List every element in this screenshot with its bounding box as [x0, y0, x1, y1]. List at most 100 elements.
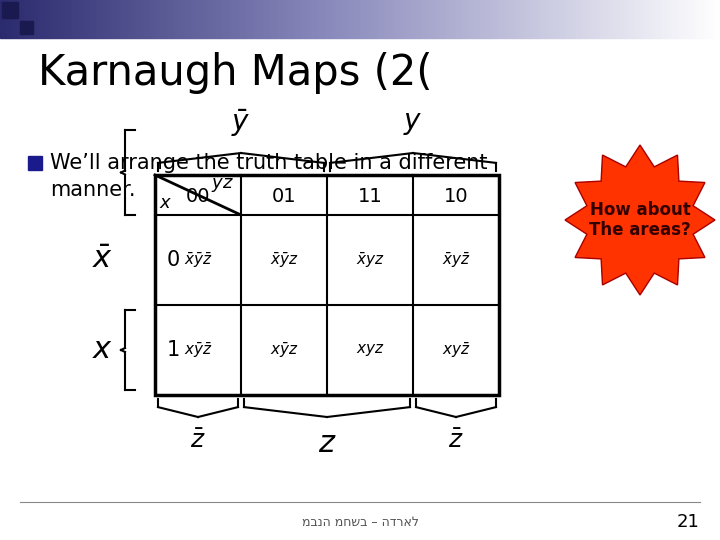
Text: 11: 11: [358, 187, 382, 206]
Bar: [487, 0, 490, 38]
Bar: [511, 0, 513, 38]
Polygon shape: [591, 171, 689, 269]
Bar: [456, 0, 459, 38]
Bar: [528, 0, 531, 38]
Bar: [369, 0, 372, 38]
Bar: [667, 0, 670, 38]
Bar: [677, 0, 679, 38]
Bar: [629, 0, 631, 38]
Bar: [293, 0, 295, 38]
Text: $\bar{x}\bar{y}z$: $\bar{x}\bar{y}z$: [269, 251, 298, 269]
Bar: [559, 0, 562, 38]
Bar: [180, 0, 182, 38]
Bar: [77, 0, 79, 38]
Bar: [449, 0, 451, 38]
Bar: [547, 0, 549, 38]
Bar: [418, 0, 420, 38]
Bar: [552, 0, 554, 38]
Text: 00: 00: [186, 187, 210, 206]
Text: $\bar{z}$: $\bar{z}$: [448, 429, 464, 453]
Text: $z$: $z$: [318, 429, 336, 458]
Bar: [288, 0, 290, 38]
Bar: [631, 0, 634, 38]
Bar: [468, 0, 470, 38]
Bar: [63, 0, 65, 38]
Bar: [706, 0, 708, 38]
Bar: [590, 0, 593, 38]
Bar: [283, 0, 286, 38]
Polygon shape: [569, 148, 711, 291]
Bar: [715, 0, 718, 38]
Bar: [36, 0, 38, 38]
Bar: [338, 0, 341, 38]
Bar: [221, 0, 223, 38]
Bar: [355, 0, 358, 38]
Bar: [233, 0, 235, 38]
Bar: [218, 0, 221, 38]
Bar: [27, 0, 29, 38]
Bar: [463, 0, 466, 38]
Bar: [583, 0, 585, 38]
Bar: [125, 0, 127, 38]
Polygon shape: [595, 175, 685, 265]
Bar: [444, 0, 446, 38]
Bar: [50, 0, 53, 38]
Bar: [701, 0, 703, 38]
Bar: [362, 0, 365, 38]
Bar: [425, 0, 427, 38]
Polygon shape: [584, 164, 696, 276]
Bar: [396, 0, 398, 38]
Text: 0: 0: [166, 250, 179, 270]
Bar: [516, 0, 518, 38]
Bar: [490, 0, 492, 38]
Bar: [2, 2, 18, 18]
Bar: [122, 0, 125, 38]
Bar: [655, 0, 657, 38]
Bar: [459, 0, 461, 38]
Bar: [526, 0, 528, 38]
Bar: [269, 0, 271, 38]
Bar: [358, 0, 360, 38]
Bar: [578, 0, 581, 38]
Bar: [2, 0, 5, 38]
Bar: [173, 0, 175, 38]
Bar: [549, 0, 552, 38]
Bar: [665, 0, 667, 38]
Bar: [480, 0, 482, 38]
Bar: [509, 0, 511, 38]
Bar: [538, 0, 540, 38]
Bar: [207, 0, 209, 38]
Bar: [341, 0, 343, 38]
Bar: [79, 0, 81, 38]
Bar: [571, 0, 574, 38]
Bar: [0, 0, 2, 38]
Bar: [670, 0, 672, 38]
Bar: [365, 0, 367, 38]
Bar: [266, 0, 269, 38]
Bar: [482, 0, 485, 38]
Bar: [603, 0, 605, 38]
Text: 1: 1: [166, 340, 179, 360]
Bar: [513, 0, 516, 38]
Bar: [146, 0, 149, 38]
Text: $y$: $y$: [403, 109, 423, 137]
Bar: [302, 0, 305, 38]
Text: $\bar{x}$: $\bar{x}$: [92, 246, 114, 274]
Bar: [607, 0, 610, 38]
Bar: [28, 156, 42, 170]
Bar: [135, 0, 137, 38]
Bar: [351, 0, 353, 38]
Text: מבנה מחשב – הדראל: מבנה מחשב – הדראל: [302, 516, 418, 529]
Bar: [614, 0, 617, 38]
Bar: [20, 21, 33, 34]
Bar: [67, 0, 70, 38]
Bar: [562, 0, 564, 38]
Bar: [192, 0, 194, 38]
Bar: [495, 0, 497, 38]
Bar: [684, 0, 686, 38]
Bar: [115, 0, 117, 38]
Bar: [276, 0, 279, 38]
Bar: [506, 0, 509, 38]
Bar: [394, 0, 396, 38]
Bar: [696, 0, 698, 38]
